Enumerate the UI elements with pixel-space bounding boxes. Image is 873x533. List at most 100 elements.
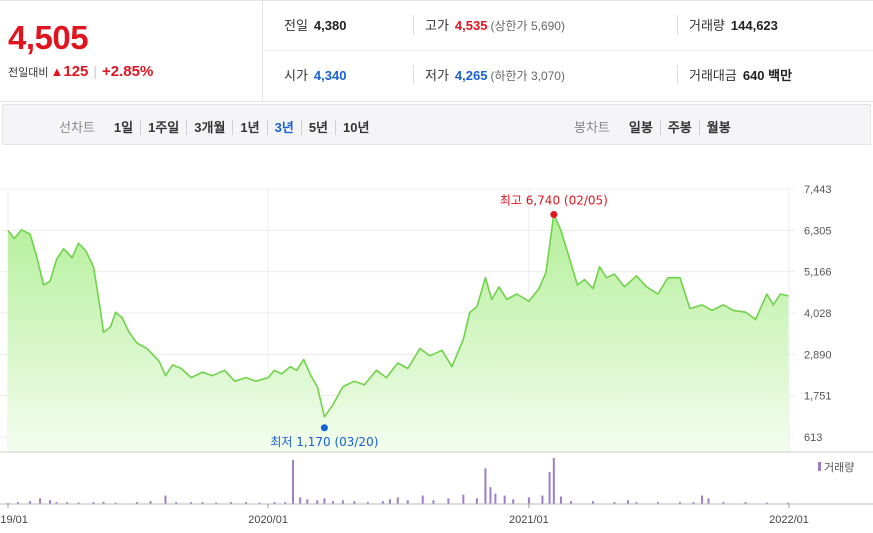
change-row: 전일대비 ▲125 | +2.85%	[8, 63, 153, 80]
upper-limit: (상한가 5,690)	[490, 19, 565, 33]
high-label: 고가	[425, 18, 449, 33]
max-label: 최고 6,740 (02/05)	[500, 194, 608, 208]
volume-bar	[381, 501, 384, 504]
volume-bar	[447, 498, 450, 504]
prev-close-label: 전일	[284, 18, 308, 33]
candle-chart-label: 봉차트	[574, 120, 610, 135]
volume-bar	[92, 502, 95, 504]
price-box: 4,505 전일대비 ▲125 | +2.85%	[0, 1, 263, 102]
lower-limit-value: 3,070	[530, 69, 561, 83]
prev-close-value: 4,380	[313, 18, 347, 33]
volume-bar	[341, 500, 344, 504]
volume-bar	[39, 498, 42, 504]
volume-bar	[421, 495, 424, 504]
volume-bar	[462, 494, 465, 504]
volume-bar	[787, 502, 790, 504]
summary-row-2: 시가 4,340 저가 4,265 (하한가 3,070) 거래대금 640 백만	[264, 51, 873, 101]
volume-bar	[592, 501, 595, 504]
volume-bar	[49, 500, 52, 504]
volume-bar	[114, 502, 117, 504]
lower-limit: (하한가 3,070)	[490, 69, 565, 83]
volume-bar	[230, 502, 233, 504]
line-chart-label: 선차트	[59, 120, 95, 135]
volume-label: 거래량	[689, 18, 725, 33]
volume-bar	[366, 502, 369, 504]
volume-bar	[135, 502, 138, 504]
volume-bar	[299, 497, 302, 504]
lower-limit-label: 하한가	[494, 69, 528, 83]
volume-bar	[245, 502, 248, 504]
y-tick-label: 613	[804, 432, 822, 444]
candle-monthly[interactable]: 월봉	[698, 120, 738, 135]
volume-bar	[149, 501, 152, 504]
current-price: 4,505	[8, 19, 89, 56]
volume-bar	[678, 502, 681, 504]
volume-bar	[475, 498, 478, 504]
volume-bar	[656, 502, 659, 504]
volume-bar	[527, 497, 530, 504]
change-value: 125	[63, 63, 89, 80]
volume-bar	[388, 499, 391, 504]
high-price: 고가 4,535 (상한가 5,690)	[413, 15, 565, 34]
volume-bar	[765, 502, 768, 504]
x-tick-label: 2022/01	[769, 514, 809, 526]
amount-label: 거래대금	[689, 68, 737, 83]
low-value: 4,265	[454, 68, 488, 83]
y-tick-label: 1,751	[804, 391, 832, 403]
y-tick-label: 6,305	[804, 225, 832, 237]
volume-bar	[613, 502, 616, 504]
volume-bar	[707, 498, 710, 504]
volume-bar	[66, 502, 69, 504]
volume-bar	[569, 501, 572, 504]
period-3y[interactable]: 3년	[266, 120, 301, 135]
volume-bar	[323, 498, 326, 504]
volume-bar	[744, 502, 747, 504]
price-area	[8, 214, 789, 452]
volume-bar	[190, 502, 193, 504]
period-1d[interactable]: 1일	[113, 120, 134, 135]
volume-bar	[102, 501, 105, 504]
period-3m[interactable]: 3개월	[186, 120, 233, 135]
volume-bar	[331, 501, 334, 504]
max-point	[550, 211, 558, 219]
max-annotation: 최고 6,740 (02/05)	[500, 194, 608, 219]
volume: 거래량 144,623	[677, 15, 778, 34]
min-annotation: 최저 1,170 (03/20)	[270, 424, 378, 449]
candle-chart-options: 봉차트 일봉 주봉 월봉	[574, 117, 738, 136]
volume-bar	[635, 502, 638, 504]
volume-bar	[489, 487, 492, 504]
min-label: 최저 1,170 (03/20)	[270, 435, 378, 449]
volume-legend-swatch	[818, 462, 821, 471]
open-label: 시가	[284, 68, 308, 83]
volume-bar	[494, 493, 497, 504]
y-tick-label: 7,443	[804, 184, 832, 196]
x-axis-labels: 2019/01 2020/01 2021/01 2022/01	[0, 504, 809, 526]
y-tick-label: 4,028	[804, 308, 832, 320]
price-line	[7, 213, 789, 418]
candle-weekly[interactable]: 주봉	[659, 120, 699, 135]
y-tick-label: 2,890	[804, 349, 832, 361]
volume-bar	[316, 500, 319, 504]
period-5y[interactable]: 5년	[300, 120, 336, 135]
change-label: 전일대비	[8, 67, 49, 79]
x-tick-label: 2019/01	[0, 514, 28, 526]
upper-limit-label: 상한가	[494, 19, 528, 33]
volume-bar	[175, 502, 178, 504]
period-1y[interactable]: 1년	[232, 120, 267, 135]
chart-toolbar: 선차트 1일 1주일 3개월 1년 3년 5년 10년 봉차트 일봉 주봉 월봉	[2, 104, 871, 145]
volume-bar	[548, 472, 551, 504]
volume-bar	[432, 500, 435, 504]
y-axis-labels: 7,443 6,305 5,166 4,028 2,890 1,751 613	[804, 184, 832, 444]
stock-summary: 4,505 전일대비 ▲125 | +2.85% 전일 4,380 고가 4,535 (상한…	[0, 0, 873, 102]
volume-bar	[512, 499, 515, 504]
x-tick-label: 2020/01	[248, 514, 288, 526]
period-1w[interactable]: 1주일	[140, 120, 187, 135]
volume-bar	[484, 468, 487, 504]
price-chart: 7,443 6,305 5,166 4,028 2,890 1,751 613 2019/0…	[0, 184, 873, 526]
up-arrow-icon: ▲	[50, 64, 64, 79]
volume-bar	[201, 502, 204, 504]
candle-daily[interactable]: 일봉	[628, 120, 653, 135]
volume-bar	[215, 502, 218, 504]
period-10y[interactable]: 10년	[335, 120, 377, 135]
high-value: 4,535	[454, 18, 488, 33]
